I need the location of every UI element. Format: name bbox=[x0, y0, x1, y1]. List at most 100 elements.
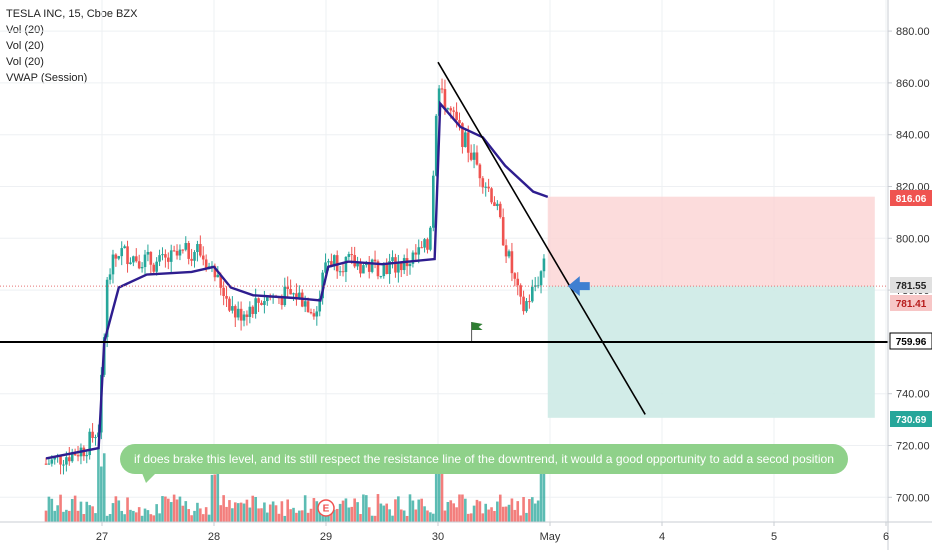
candle-body bbox=[169, 250, 173, 262]
candle-body bbox=[434, 115, 438, 176]
candle-body bbox=[504, 245, 508, 257]
candle-body bbox=[59, 455, 62, 465]
candle-body bbox=[298, 292, 301, 300]
volume-bar bbox=[126, 497, 129, 522]
volume-bar bbox=[251, 495, 255, 522]
candle-body bbox=[498, 203, 502, 218]
candle-body bbox=[120, 248, 124, 257]
candle-body bbox=[306, 301, 310, 313]
candle-body bbox=[376, 261, 380, 277]
candle-body bbox=[143, 254, 147, 268]
volume-bar bbox=[379, 503, 383, 522]
volume-bar bbox=[236, 503, 240, 522]
candle-body bbox=[335, 255, 339, 272]
vwap-line bbox=[45, 100, 549, 460]
candle-body bbox=[251, 306, 255, 314]
volume-bar bbox=[295, 512, 298, 522]
candle-body bbox=[201, 255, 205, 260]
candle-body bbox=[501, 217, 505, 246]
volume-bar bbox=[429, 512, 432, 522]
candle-body bbox=[347, 254, 351, 257]
candle-body bbox=[204, 259, 208, 270]
volume-bar bbox=[370, 515, 374, 522]
price-badge-label: 759.96 bbox=[896, 337, 927, 348]
volume-bar bbox=[260, 508, 263, 522]
candle-body bbox=[152, 264, 156, 272]
price-badge-label: 781.55 bbox=[896, 281, 927, 292]
volume-bar bbox=[367, 507, 371, 522]
candle-body bbox=[105, 279, 109, 338]
volume-bar bbox=[268, 504, 272, 522]
volume-bar bbox=[490, 507, 493, 522]
candle-body bbox=[213, 265, 217, 278]
volume-bar bbox=[536, 500, 540, 522]
x-tick-label: 5 bbox=[771, 531, 777, 543]
candle-body bbox=[91, 431, 94, 438]
candle-body bbox=[196, 244, 199, 253]
volume-bar bbox=[498, 494, 502, 522]
volume-bar bbox=[67, 510, 71, 522]
volume-bar bbox=[257, 508, 260, 522]
candle-body bbox=[353, 255, 356, 267]
x-tick-label: 30 bbox=[432, 531, 444, 543]
candle-body bbox=[233, 306, 237, 318]
volume-bar bbox=[539, 473, 543, 522]
candle-body bbox=[219, 274, 223, 288]
candle-body bbox=[239, 308, 243, 321]
candle-body bbox=[94, 437, 97, 439]
candle-body bbox=[283, 286, 287, 306]
candle-body bbox=[525, 301, 528, 312]
candle-body bbox=[382, 263, 386, 277]
volume-bar bbox=[231, 508, 234, 522]
volume-bar bbox=[44, 510, 48, 522]
candle-body bbox=[266, 296, 269, 302]
volume-bar bbox=[458, 494, 461, 522]
volume-bar bbox=[178, 496, 182, 522]
volume-bar bbox=[318, 510, 322, 522]
annotations: Eif does brake this level, and its still… bbox=[120, 276, 848, 517]
candle-body bbox=[65, 457, 68, 465]
arrow-left-icon bbox=[567, 276, 590, 297]
candle-body bbox=[420, 247, 423, 249]
candle-body bbox=[263, 301, 266, 305]
y-tick-label: 880.00 bbox=[896, 26, 930, 38]
price-badge bbox=[890, 295, 932, 311]
candle-body bbox=[70, 452, 74, 462]
candle-body bbox=[528, 301, 531, 303]
volume-bar bbox=[525, 512, 528, 522]
x-tick-label: 6 bbox=[883, 531, 889, 543]
candle-body bbox=[149, 251, 153, 265]
volume-bar bbox=[391, 515, 394, 522]
volume-bar bbox=[204, 507, 208, 522]
volume-bar bbox=[365, 495, 368, 522]
volume-bar bbox=[353, 498, 356, 522]
volume-bar bbox=[97, 448, 100, 522]
candle-body bbox=[117, 256, 121, 259]
candle-body bbox=[167, 257, 170, 262]
volume-bar bbox=[315, 501, 319, 522]
candle-body bbox=[510, 251, 514, 274]
candle-body bbox=[175, 250, 179, 256]
candle-body bbox=[344, 256, 348, 272]
price-badge-label: 816.06 bbox=[896, 194, 927, 205]
volume-bar bbox=[213, 474, 217, 522]
candle-body bbox=[225, 296, 228, 299]
candle-body bbox=[399, 262, 403, 271]
candle-body bbox=[140, 267, 144, 269]
volume-bar bbox=[73, 495, 77, 522]
candle-body bbox=[431, 175, 435, 228]
volume-bar bbox=[132, 510, 135, 522]
volume-bar bbox=[271, 501, 275, 522]
volume-bar bbox=[423, 506, 426, 522]
candle-body bbox=[190, 258, 193, 261]
volume-bar bbox=[196, 502, 199, 522]
candle-body bbox=[324, 262, 327, 273]
stop-loss-zone bbox=[547, 196, 875, 287]
candle-body bbox=[254, 298, 257, 314]
volume-bar bbox=[277, 513, 281, 522]
volume-bar bbox=[62, 511, 65, 522]
volume-bar bbox=[140, 515, 144, 522]
volume-bar bbox=[164, 496, 167, 522]
candle-body bbox=[461, 123, 464, 147]
